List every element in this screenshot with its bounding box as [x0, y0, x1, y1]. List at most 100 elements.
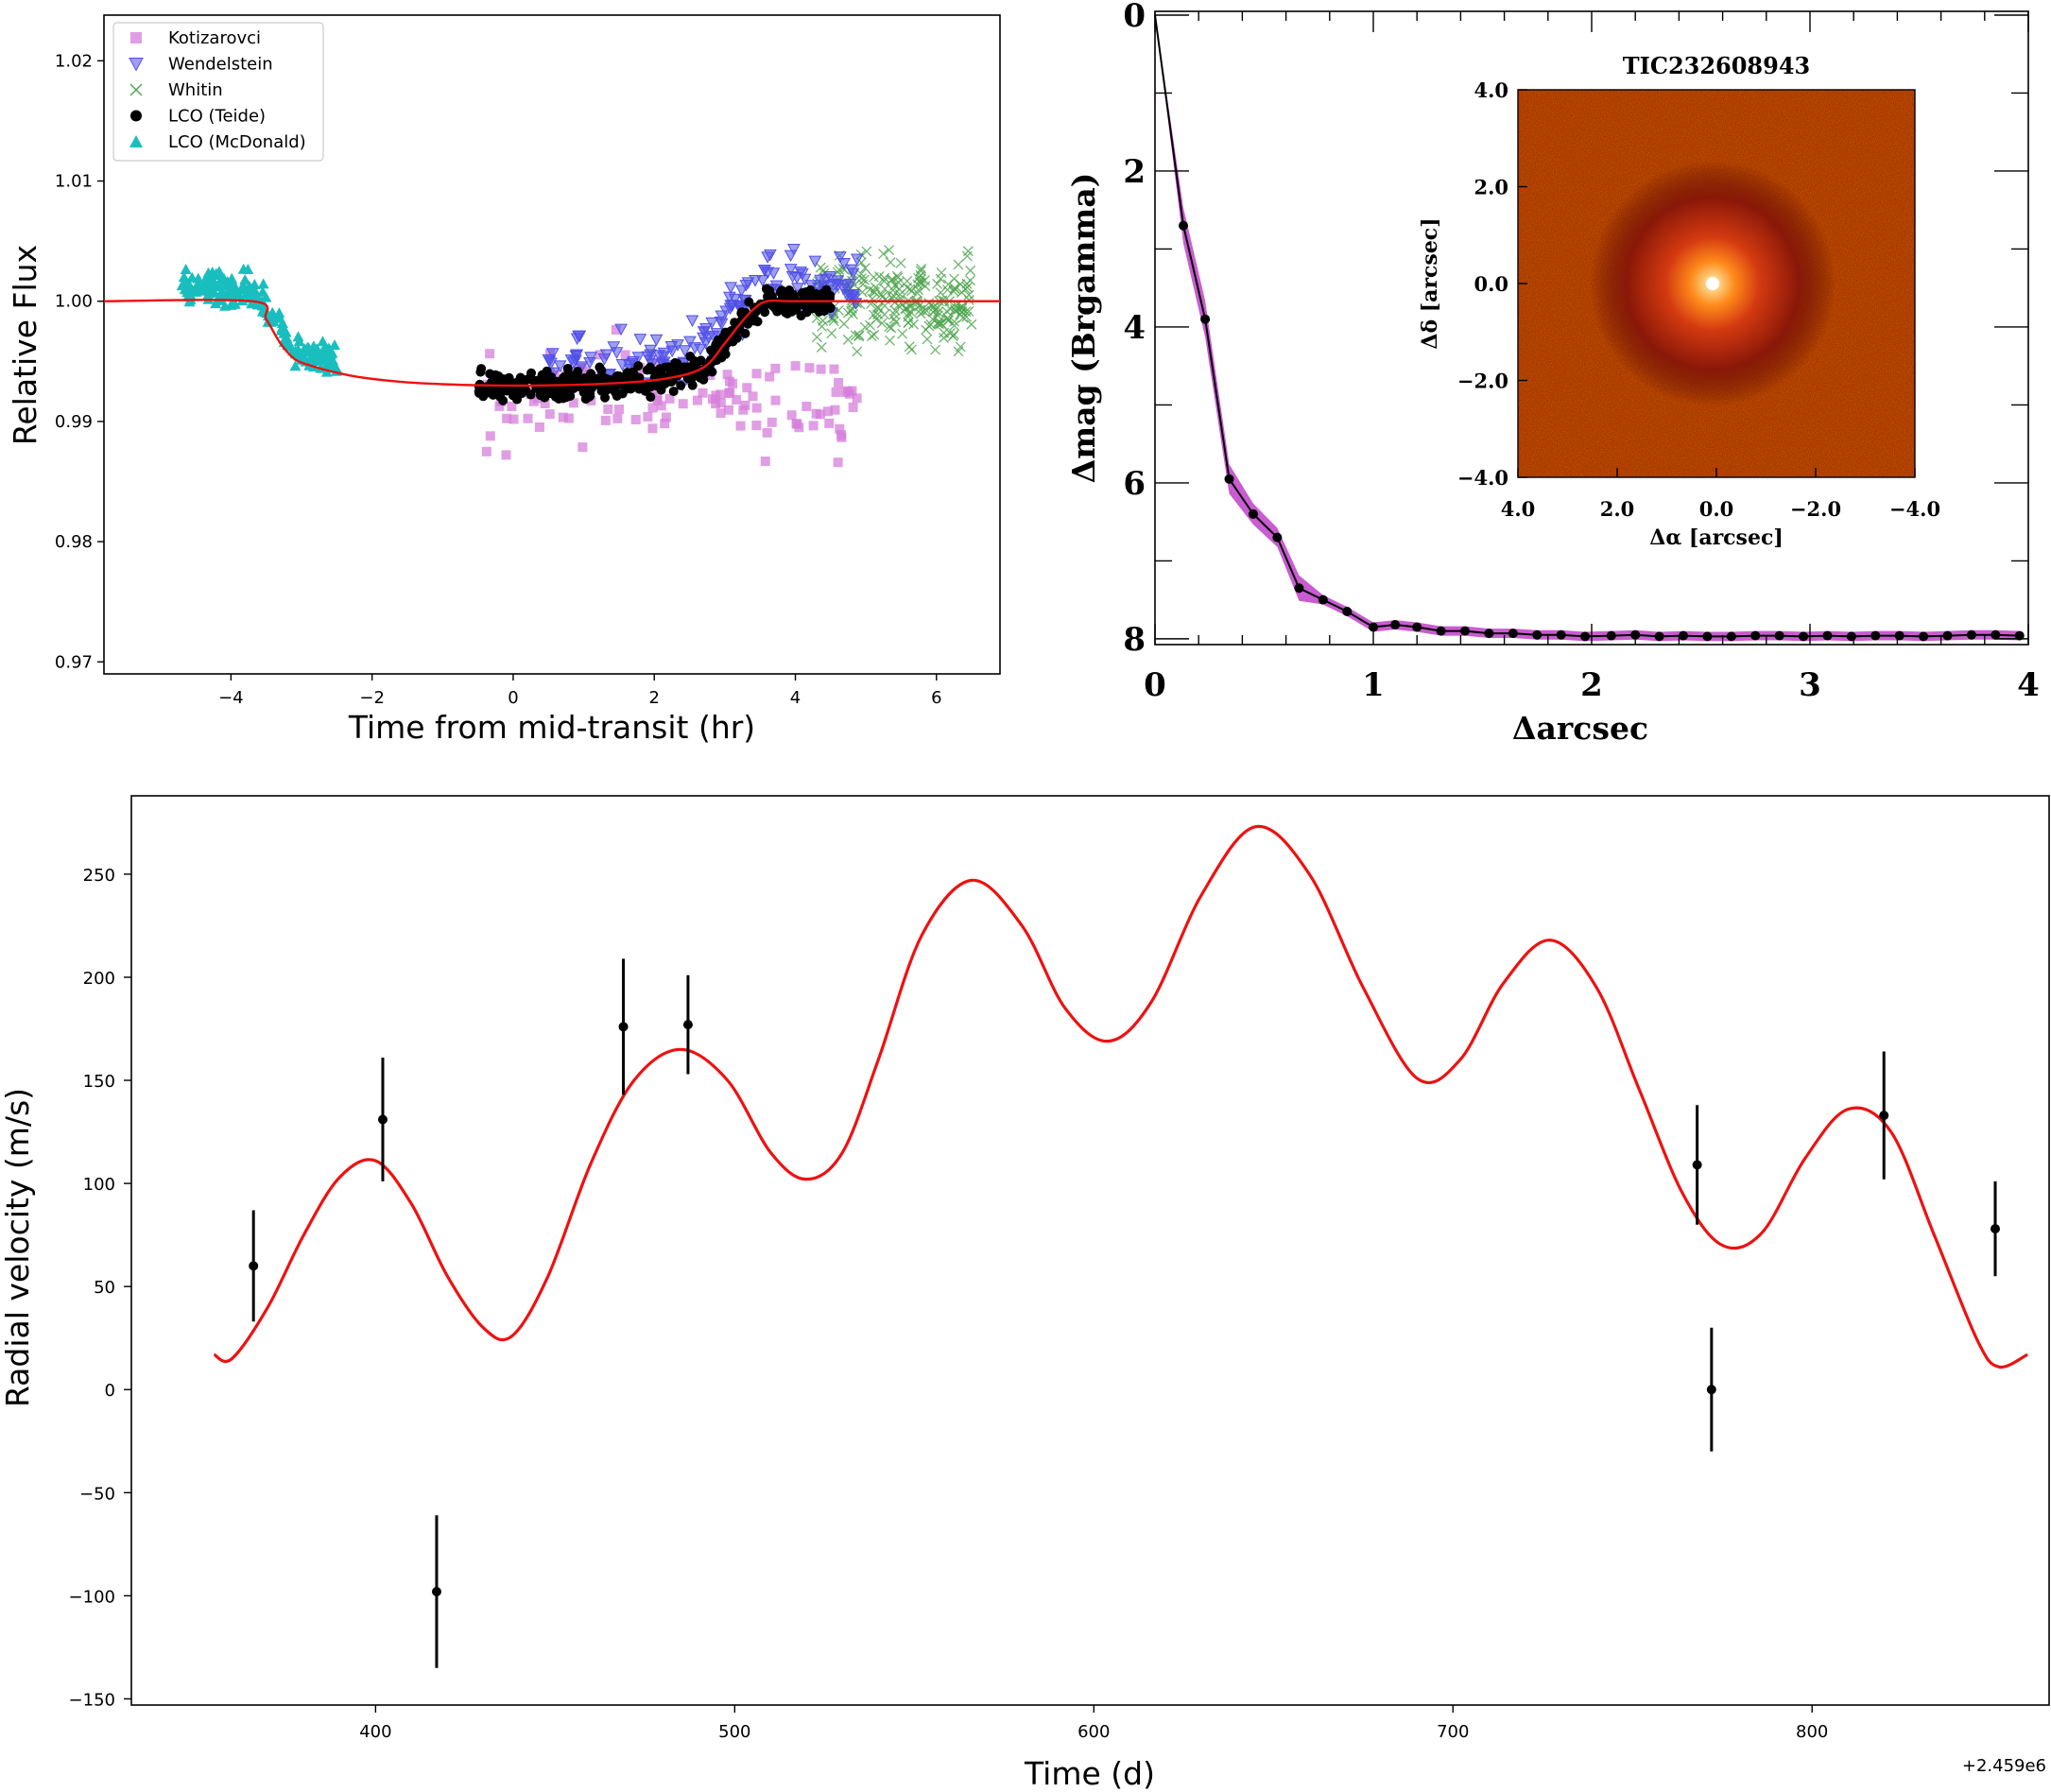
transit-point-kotizarovci — [767, 417, 777, 427]
transit-point-whitin — [893, 284, 905, 295]
transit-point-wendelstein — [741, 277, 755, 289]
transit-point-whitin — [879, 284, 890, 295]
transit-point-lco-mcdonald- — [251, 291, 264, 302]
transit-point-lco-mcdonald- — [214, 289, 226, 301]
rv-xtick-label: 600 — [1077, 1722, 1110, 1742]
transit-point-lco-teide- — [821, 285, 832, 296]
transit-point-whitin — [859, 321, 870, 333]
rv-points — [249, 958, 2001, 1668]
transit-point-whitin — [911, 298, 922, 309]
transit-point-lco-teide- — [655, 364, 665, 374]
rv-xlabel: Time (d) — [1024, 1755, 1155, 1792]
transit-point-lco-teide- — [736, 308, 747, 319]
contrast-ytick-label: 2 — [1123, 153, 1146, 191]
transit-point-wendelstein — [798, 273, 812, 286]
contrast-xtick-label: 2 — [1580, 666, 1603, 704]
transit-point-lco-teide- — [804, 300, 815, 310]
transit-point-wendelstein — [764, 249, 777, 262]
transit-point-kotizarovci — [660, 419, 670, 429]
transit-point-whitin — [879, 309, 890, 320]
transit-xtick-label: −4 — [218, 688, 244, 708]
transit-point-kotizarovci — [794, 422, 804, 433]
transit-point-kotizarovci — [711, 399, 721, 409]
transit-point-lco-teide- — [634, 372, 645, 383]
transit-point-wendelstein — [715, 310, 729, 323]
transit-point-kotizarovci — [824, 418, 835, 428]
transit-point-whitin — [869, 286, 880, 298]
transit-point-kotizarovci — [723, 405, 733, 415]
rv-axes-frame — [130, 795, 2050, 1706]
transit-point-kotizarovci — [656, 401, 666, 411]
contrast-point — [1750, 630, 1761, 641]
transit-point-wendelstein — [671, 339, 684, 352]
transit-point-whitin — [876, 318, 888, 329]
transit-point-kotizarovci — [751, 403, 762, 413]
legend-label: Whitin — [168, 80, 223, 100]
transit-point-lco-mcdonald- — [246, 298, 258, 309]
contrast-ticks: 0 1 2 3 4 0 2 4 6 8 — [1123, 0, 2040, 704]
transit-point-kotizarovci — [508, 414, 519, 424]
transit-xlabel: Time from mid-transit (hr) — [348, 709, 755, 746]
contrast-point — [1390, 620, 1401, 630]
transit-point-kotizarovci — [848, 402, 858, 412]
transit-point-whitin — [916, 273, 926, 284]
transit-point-kotizarovci — [786, 410, 797, 421]
transit-point-lco-teide- — [825, 302, 836, 313]
transit-point-kotizarovci — [647, 423, 658, 434]
transit-point-whitin — [939, 333, 949, 343]
rv-point — [377, 1114, 388, 1125]
transit-point-lco-mcdonald- — [324, 361, 336, 372]
transit-point-kotizarovci — [502, 413, 512, 423]
rv-ytick-label: −50 — [79, 1484, 115, 1504]
transit-point-whitin — [857, 279, 869, 290]
transit-point-whitin — [811, 332, 822, 343]
transit-point-whitin — [861, 246, 872, 257]
transit-ytick-label: 0.97 — [55, 652, 93, 672]
transit-point-kotizarovci — [852, 393, 862, 404]
transit-point-lco-teide- — [740, 328, 750, 338]
transit-point-whitin — [859, 263, 870, 274]
transit-point-whitin — [930, 344, 941, 355]
transit-point-wendelstein — [643, 354, 657, 368]
transit-xtick-label: −2 — [359, 688, 385, 708]
transit-point-kotizarovci — [765, 371, 775, 382]
transit-point-lco-teide- — [562, 363, 573, 373]
transit-xtick-label: 2 — [649, 688, 660, 708]
inset-title: TIC232608943 — [1623, 52, 1810, 79]
transit-point-lco-teide- — [531, 375, 542, 386]
transit-point-whitin — [915, 304, 926, 316]
transit-points — [176, 244, 977, 468]
transit-point-lco-teide- — [683, 362, 694, 372]
transit-point-kotizarovci — [620, 350, 630, 360]
transit-point-lco-mcdonald- — [210, 298, 222, 309]
transit-point-wendelstein — [838, 280, 853, 292]
transit-point-whitin — [869, 329, 880, 340]
rv-xtick-label: 500 — [718, 1722, 750, 1742]
transit-point-lco-teide- — [551, 378, 561, 388]
transit-point-lco-teide- — [495, 385, 506, 395]
transit-point-lco-mcdonald- — [313, 351, 325, 362]
transit-point-kotizarovci — [540, 398, 550, 408]
transit-point-whitin — [885, 257, 896, 268]
transit-xtick-label: 6 — [931, 688, 941, 708]
transit-point-lco-mcdonald- — [328, 338, 340, 350]
rv-point — [1879, 1111, 1889, 1121]
legend-marker-lco-teide- — [130, 110, 142, 122]
transit-point-lco-mcdonald- — [289, 360, 302, 371]
transit-point-kotizarovci — [834, 377, 844, 388]
transit-point-kotizarovci — [603, 404, 613, 414]
transit-point-kotizarovci — [534, 422, 544, 432]
transit-point-wendelstein — [545, 348, 560, 360]
transit-point-wendelstein — [685, 315, 699, 328]
transit-point-lco-teide- — [676, 380, 686, 390]
transit-point-kotizarovci — [843, 386, 853, 396]
rv-offset-label: +2.459e6 — [1962, 1756, 2046, 1776]
transit-point-whitin — [933, 306, 943, 318]
transit-point-kotizarovci — [735, 421, 746, 431]
transit-point-wendelstein — [723, 291, 736, 304]
transit-point-lco-mcdonald- — [215, 276, 227, 287]
transit-model-line — [103, 299, 1000, 388]
transit-point-whitin — [850, 330, 861, 341]
transit-point-kotizarovci — [790, 361, 801, 371]
transit-point-whitin — [943, 315, 955, 326]
